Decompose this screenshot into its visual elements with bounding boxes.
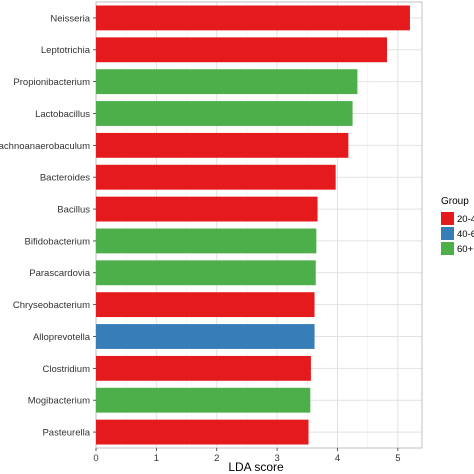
x-tick-label: 2 xyxy=(214,453,219,464)
panel-background xyxy=(96,2,422,448)
x-tick-label: 1 xyxy=(154,453,159,464)
y-tick-label: Propionibacterium xyxy=(13,77,90,88)
y-tick-label: Bifidobacterium xyxy=(25,236,91,247)
y-axis: Neisseria Leptotrichia Propionibacterium La… xyxy=(0,13,96,438)
bars xyxy=(96,5,410,445)
legend-items: 20-4 40-6 60+ xyxy=(441,212,474,255)
bar-parascardovia xyxy=(96,260,316,286)
bar-mogibacterium xyxy=(96,387,311,413)
x-axis: 0 1 2 3 4 5 xyxy=(93,448,401,464)
y-tick-label: Pasteurella xyxy=(42,427,90,438)
x-axis-title: LDA score xyxy=(228,460,284,474)
y-tick-label: Lachnoanaerobaculum xyxy=(0,141,90,152)
y-tick-label: Leptotrichia xyxy=(41,45,91,56)
bar-pasteurella xyxy=(96,419,309,445)
legend: Group 20-4 40-6 60+ xyxy=(441,196,474,255)
x-tick-label: 0 xyxy=(93,453,98,464)
bar-propionibacterium xyxy=(96,69,358,95)
y-tick-label: Chryseobacterium xyxy=(13,300,90,311)
legend-key-20-4 xyxy=(441,212,454,225)
panel-border xyxy=(95,1,423,449)
x-tick-label: 4 xyxy=(335,453,340,464)
legend-label: 60+ xyxy=(457,244,474,255)
legend-key-40-6 xyxy=(441,227,454,240)
y-tick-label: Bacillus xyxy=(57,204,90,215)
bar-bacillus xyxy=(96,196,318,222)
bar-neisseria xyxy=(96,5,410,31)
y-tick-label: Bacteroides xyxy=(40,173,90,184)
legend-label: 20-4 xyxy=(457,214,474,225)
bar-alloprevotella xyxy=(96,324,315,349)
y-tick-label: Alloprevotella xyxy=(33,332,91,343)
x-tick-label: 3 xyxy=(274,453,279,464)
y-tick-label: Parascardovia xyxy=(29,268,90,279)
bar-bacteroides xyxy=(96,164,336,190)
bar-lachnoanaerobaculum xyxy=(96,132,349,158)
x-tick-label: 5 xyxy=(395,453,400,464)
plot-panel xyxy=(95,1,423,449)
bar-clostridium xyxy=(96,355,311,381)
bar-lactobacillus xyxy=(96,101,353,126)
y-tick-label: Neisseria xyxy=(50,13,90,24)
y-tick-label: Clostridium xyxy=(42,364,90,375)
legend-title: Group xyxy=(441,196,469,207)
y-tick-label: Mogibacterium xyxy=(28,396,90,407)
legend-key-60+ xyxy=(441,242,454,255)
bar-leptotrichia xyxy=(96,37,387,63)
legend-label: 40-6 xyxy=(457,229,474,240)
y-tick-label: Lactobacillus xyxy=(35,109,90,120)
bar-chryseobacterium xyxy=(96,292,315,318)
bar-bifidobacterium xyxy=(96,228,317,254)
